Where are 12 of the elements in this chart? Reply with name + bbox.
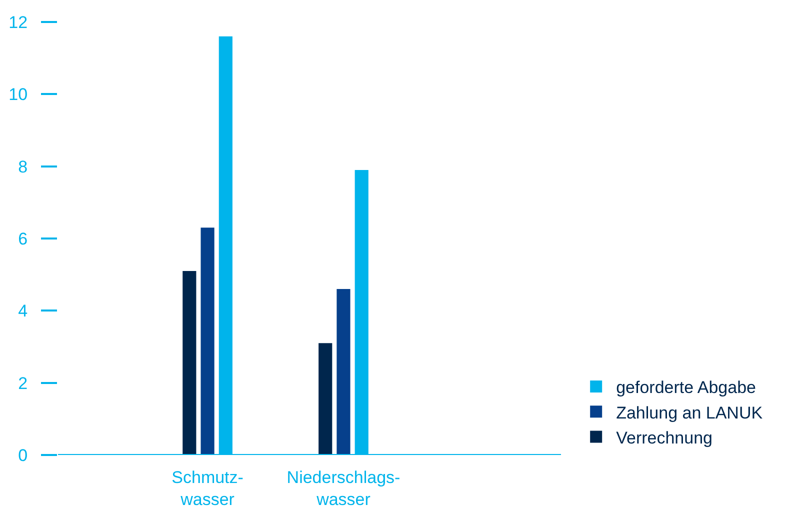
legend-label: geforderte Abgabe — [616, 378, 756, 398]
y-tick-label: 10 — [8, 85, 28, 104]
y-tick-label: 6 — [18, 229, 28, 248]
y-tick-label: 4 — [18, 302, 28, 321]
x-tick-label: Niederschlags-wasser — [286, 468, 400, 510]
legend-label: Verrechnung — [616, 428, 712, 448]
y-tick-label: 2 — [18, 374, 28, 393]
legend-label: Zahlung an LANUK — [616, 403, 764, 422]
y-tick-label: 8 — [18, 157, 28, 176]
x-tick-label: Schmutz-wasser — [172, 468, 244, 510]
y-tick-label: 12 — [8, 12, 28, 32]
y-tick-label: 0 — [18, 446, 28, 465]
